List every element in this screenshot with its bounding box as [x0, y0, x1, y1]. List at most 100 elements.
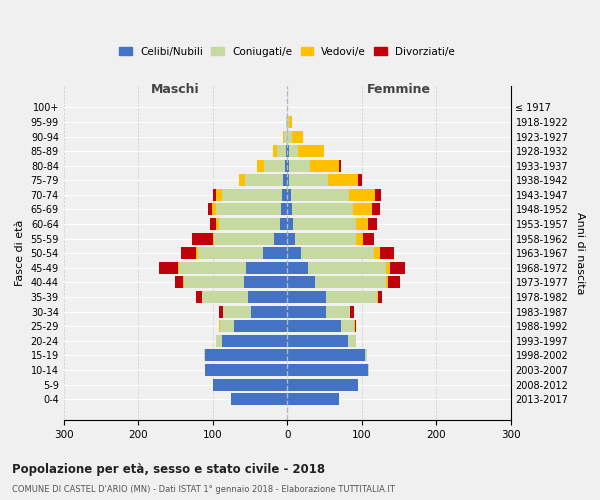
Bar	[214, 232, 274, 244]
Bar	[291, 189, 349, 201]
Bar	[287, 174, 289, 186]
Bar	[326, 291, 377, 303]
Text: Popolazione per età, sesso e stato civile - 2018: Popolazione per età, sesso e stato civil…	[12, 462, 325, 475]
Bar	[183, 276, 184, 288]
Bar	[217, 189, 223, 201]
Bar	[298, 145, 323, 157]
Bar	[341, 320, 354, 332]
Bar	[248, 291, 287, 303]
Bar	[390, 262, 405, 274]
Bar	[287, 350, 365, 362]
Bar	[284, 130, 287, 142]
Bar	[283, 174, 287, 186]
Bar	[287, 291, 326, 303]
Bar	[355, 320, 356, 332]
Bar	[175, 276, 183, 288]
Bar	[301, 248, 374, 259]
Bar	[287, 276, 316, 288]
Bar	[285, 160, 287, 172]
Bar	[386, 262, 390, 274]
Bar	[363, 232, 374, 244]
Bar	[178, 262, 179, 274]
Bar	[374, 248, 380, 259]
Bar	[287, 160, 289, 172]
Bar	[368, 364, 369, 376]
Bar	[196, 248, 198, 259]
Bar	[356, 232, 363, 244]
Bar	[196, 291, 202, 303]
Bar	[287, 335, 348, 346]
Text: Femmine: Femmine	[367, 82, 431, 96]
Bar	[244, 276, 287, 288]
Bar	[257, 160, 264, 172]
Bar	[281, 204, 287, 216]
Bar	[287, 320, 341, 332]
Bar	[286, 116, 287, 128]
Bar	[217, 218, 218, 230]
Bar	[287, 116, 289, 128]
Bar	[289, 160, 310, 172]
Bar	[308, 262, 386, 274]
Bar	[356, 218, 368, 230]
Y-axis label: Fasce di età: Fasce di età	[15, 220, 25, 286]
Bar	[289, 145, 298, 157]
Bar	[280, 218, 287, 230]
Bar	[353, 204, 372, 216]
Bar	[287, 378, 358, 390]
Bar	[216, 204, 281, 216]
Bar	[310, 160, 340, 172]
Bar	[264, 160, 285, 172]
Bar	[358, 174, 362, 186]
Bar	[216, 335, 221, 346]
Bar	[380, 248, 394, 259]
Bar	[232, 393, 287, 405]
Bar	[386, 276, 388, 288]
Bar	[287, 248, 301, 259]
Bar	[289, 116, 292, 128]
Text: Maschi: Maschi	[151, 82, 200, 96]
Bar	[181, 248, 196, 259]
Bar	[293, 218, 356, 230]
Bar	[287, 189, 291, 201]
Bar	[211, 218, 217, 230]
Bar	[223, 306, 251, 318]
Bar	[263, 248, 287, 259]
Bar	[375, 189, 381, 201]
Bar	[350, 306, 354, 318]
Bar	[239, 174, 245, 186]
Bar	[340, 160, 341, 172]
Bar	[378, 291, 382, 303]
Bar	[223, 189, 282, 201]
Bar	[282, 189, 287, 201]
Bar	[349, 189, 375, 201]
Bar	[326, 306, 350, 318]
Bar	[287, 393, 340, 405]
Bar	[220, 320, 233, 332]
Bar	[202, 291, 248, 303]
Bar	[287, 218, 293, 230]
Bar	[204, 350, 205, 362]
Bar	[365, 350, 367, 362]
Bar	[372, 204, 380, 216]
Bar	[208, 204, 212, 216]
Bar	[286, 145, 287, 157]
Text: COMUNE DI CASTEL D'ARIO (MN) - Dati ISTAT 1° gennaio 2018 - Elaborazione TUTTITA: COMUNE DI CASTEL D'ARIO (MN) - Dati ISTA…	[12, 485, 395, 494]
Bar	[245, 174, 283, 186]
Bar	[277, 145, 286, 157]
Bar	[283, 130, 284, 142]
Bar	[218, 320, 220, 332]
Bar	[233, 320, 287, 332]
Bar	[213, 189, 217, 201]
Bar	[287, 306, 326, 318]
Bar	[212, 204, 216, 216]
Bar	[328, 174, 358, 186]
Bar	[316, 276, 386, 288]
Bar	[192, 232, 213, 244]
Bar	[159, 262, 178, 274]
Bar	[287, 145, 289, 157]
Bar	[287, 262, 308, 274]
Bar	[221, 335, 287, 346]
Bar	[218, 218, 280, 230]
Bar	[287, 232, 295, 244]
Bar	[292, 204, 353, 216]
